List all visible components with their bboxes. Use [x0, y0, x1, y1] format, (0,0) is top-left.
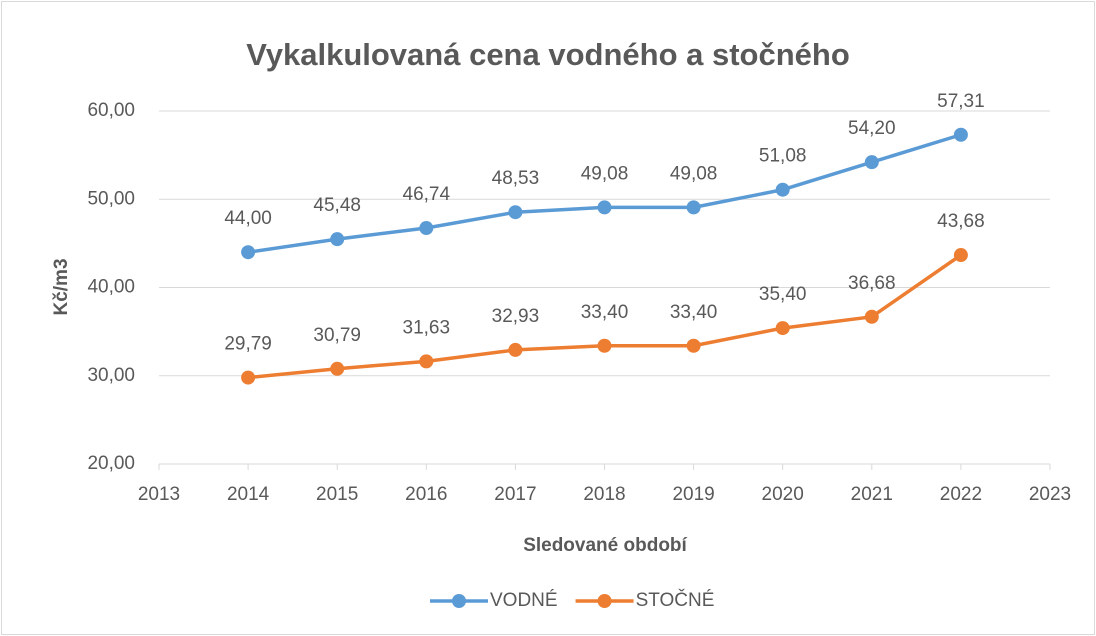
point: [419, 354, 434, 369]
x-tick-label: 2019: [672, 484, 714, 505]
data-label: 43,68: [937, 211, 985, 232]
x-tick-label: 2015: [316, 484, 358, 505]
y-tick-label: 40,00: [87, 277, 135, 298]
point: [864, 309, 879, 324]
x-tick-label: 2021: [851, 484, 893, 505]
data-label: 32,93: [492, 306, 540, 327]
point: [419, 221, 434, 236]
data-label: 31,63: [403, 317, 451, 338]
y-tick-label: 50,00: [87, 188, 135, 209]
data-label: 51,08: [759, 146, 807, 167]
point: [330, 232, 345, 247]
data-label: 44,00: [224, 208, 272, 229]
point: [597, 338, 612, 353]
x-tick-label: 2013: [138, 484, 180, 505]
point: [775, 182, 790, 197]
chart-title: Vykalkulovaná cena vodného a stočného: [246, 37, 850, 72]
data-label: 33,40: [670, 302, 718, 323]
data-label: 45,48: [313, 195, 361, 216]
x-tick-label: 2017: [494, 484, 536, 505]
x-tick-label: 2023: [1029, 484, 1071, 505]
legend-label: STOČNÉ: [636, 589, 715, 611]
y-tick-label: 20,00: [87, 453, 135, 474]
x-tick-label: 2022: [940, 484, 982, 505]
point: [953, 248, 968, 263]
data-label: 49,08: [670, 163, 718, 184]
data-label: 46,74: [403, 184, 451, 205]
point: [775, 321, 790, 336]
point: [508, 342, 523, 357]
data-label: 49,08: [581, 163, 629, 184]
x-axis-title: Sledované období: [523, 535, 687, 556]
data-label: 35,40: [759, 284, 807, 305]
point: [864, 155, 879, 170]
y-tick-label: 30,00: [87, 365, 135, 386]
data-label: 36,68: [848, 273, 896, 294]
y-tick-label: 60,00: [87, 100, 135, 121]
data-label: 30,79: [313, 325, 361, 346]
x-tick-label: 2016: [405, 484, 447, 505]
data-label: 33,40: [581, 302, 629, 323]
y-axis-title: Kč/m3: [51, 258, 72, 315]
legend-label: VODNÉ: [490, 590, 558, 611]
data-label: 57,31: [937, 91, 985, 112]
x-tick-label: 2018: [583, 484, 625, 505]
point: [330, 361, 345, 376]
x-tick-label: 2020: [762, 484, 804, 505]
data-label: 54,20: [848, 118, 896, 139]
point: [241, 245, 256, 260]
legend-marker: [597, 594, 612, 608]
point: [686, 338, 701, 353]
data-label: 48,53: [492, 168, 540, 189]
legend-marker: [452, 594, 466, 608]
point: [241, 370, 256, 385]
point: [686, 200, 701, 215]
point: [597, 200, 612, 215]
point: [953, 127, 968, 142]
point: [508, 205, 523, 220]
data-label: 29,79: [224, 334, 272, 355]
x-tick-label: 2014: [227, 484, 270, 505]
